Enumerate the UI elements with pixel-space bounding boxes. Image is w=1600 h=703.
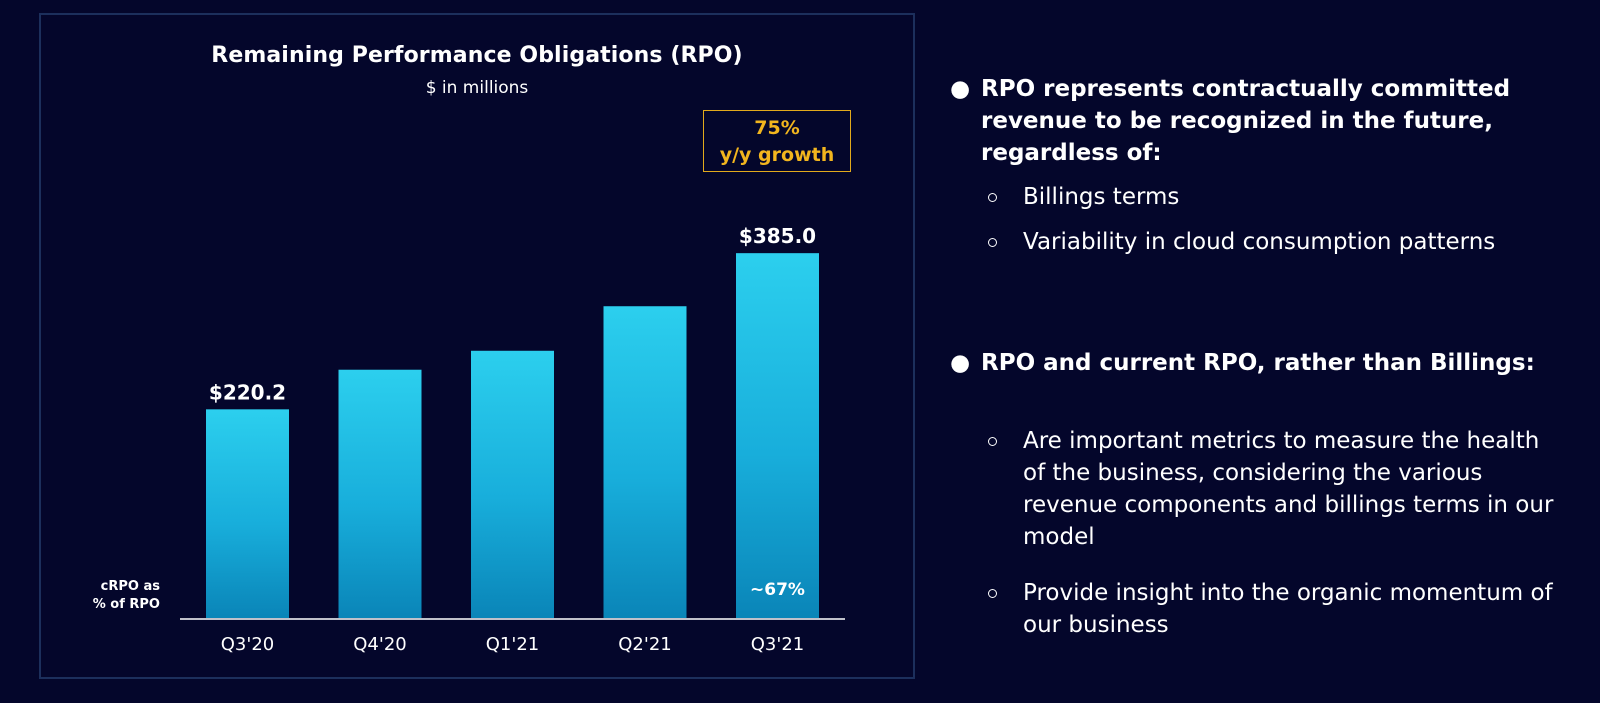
growth-label: y/y growth <box>719 144 835 166</box>
x-tick-label: Q3'21 <box>751 634 804 655</box>
x-tick-label: Q1'21 <box>486 634 539 655</box>
growth-annotation-box: 75% y/y growth <box>703 110 851 172</box>
crpo-axis-label: cRPO as % of RPO <box>60 578 160 614</box>
x-tick-label: Q2'21 <box>618 634 671 655</box>
bullet-1-sub-1-text: Billings terms <box>1023 184 1180 210</box>
bullet-2-text: RPO and current RPO, rather than Billing… <box>981 350 1535 376</box>
crpo-value-label: ~67% <box>750 580 805 600</box>
bar-q221 <box>603 306 687 618</box>
bar-q320 <box>206 409 289 618</box>
bullet-2-sub-2-text: Provide insight into the organic momentu… <box>1023 580 1553 638</box>
chart-panel <box>39 13 915 679</box>
bar-chart: Q3'20 $220.2 Q4'20 Q1'21 Q2'21 Q3'21 $385.0 ~67… <box>180 224 845 655</box>
sub-bullet-circle <box>988 238 997 247</box>
bullet-1-text: RPO represents contractually committed r… <box>981 76 1511 166</box>
bar-q420 <box>338 369 422 618</box>
chart-title: Remaining Performance Obligations (RPO) <box>211 43 743 68</box>
x-tick-label: Q3'20 <box>221 634 274 655</box>
bullet-dot: ● <box>950 76 971 102</box>
x-tick-label: Q4'20 <box>353 634 406 655</box>
bar-q321 <box>736 253 819 618</box>
crpo-label-line1: cRPO as <box>100 579 160 594</box>
sub-bullet-circle <box>988 589 997 598</box>
chart-subtitle: $ in millions <box>425 78 529 98</box>
growth-percent: 75% <box>754 117 800 139</box>
bar-q121 <box>471 350 554 618</box>
sub-bullet-circle <box>988 437 997 446</box>
sub-bullet-circle <box>988 193 997 202</box>
crpo-label-line2: % of RPO <box>92 597 160 612</box>
data-label: $385.0 <box>739 224 816 248</box>
bullet-2-sub-1-text: Are important metrics to measure the hea… <box>1023 428 1554 550</box>
data-label: $220.2 <box>209 380 286 404</box>
bullet-1-sub-2-text: Variability in cloud consumption pattern… <box>1023 229 1496 255</box>
bullet-dot: ● <box>950 350 971 376</box>
